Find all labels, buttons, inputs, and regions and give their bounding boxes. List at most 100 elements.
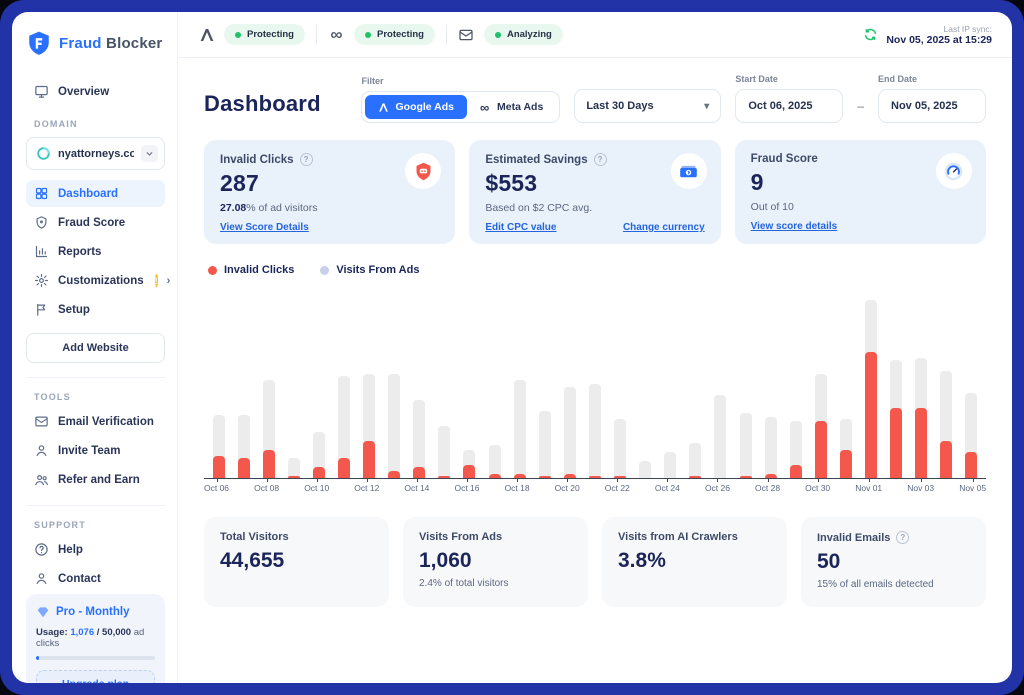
date-range-select[interactable]: Last 30 Days ▾ (574, 89, 722, 123)
sidebar-item-email-verification[interactable]: Email Verification (26, 408, 165, 435)
invalid-clicks-bar (338, 458, 351, 478)
brand-name-secondary: Blocker (106, 34, 163, 52)
chart-bar-oct-29[interactable] (783, 286, 808, 478)
chart-bar-oct-21[interactable] (582, 286, 607, 478)
invalid-clicks-bar (764, 473, 777, 478)
chart-bar-oct-15[interactable] (432, 286, 457, 478)
chart-bar-oct-07[interactable] (231, 286, 256, 478)
legend-dot-red (208, 265, 217, 275)
card-title: Invalid Clicks (220, 153, 294, 166)
sidebar-item-refer-and-earn[interactable]: Refer and Earn (26, 466, 165, 493)
chart-bar-oct-06[interactable] (206, 286, 231, 478)
chart-bar-oct-25[interactable] (683, 286, 708, 478)
chart-bar-nov-05[interactable] (959, 286, 984, 478)
x-axis-label (780, 483, 805, 493)
topbar: Protecting ∞ Protecting Analyzing Last IP s… (178, 12, 1012, 58)
chart-bar-oct-13[interactable] (382, 286, 407, 478)
summary-cards: Total Visitors 44,655 Visits From Ads 1,… (204, 517, 986, 607)
chart-bar-oct-16[interactable] (457, 286, 482, 478)
visits-bar (764, 417, 777, 478)
visits-bar (689, 443, 702, 478)
chart-bar-oct-12[interactable] (357, 286, 382, 478)
chart-bar-oct-19[interactable] (532, 286, 557, 478)
x-axis-label: Oct 14 (404, 478, 430, 493)
plan-card: Pro - Monthly Usage: 1,076 / 50,000 ad c… (26, 594, 165, 683)
chart-bar-oct-17[interactable] (482, 286, 507, 478)
edit-cpc-link[interactable]: Edit CPC value (485, 222, 557, 233)
x-axis-label (279, 483, 304, 493)
invalid-clicks-value: 287 (220, 170, 259, 196)
chart-bar-oct-22[interactable] (608, 286, 633, 478)
plan-name: Pro - Monthly (56, 606, 130, 618)
chart-bar-oct-30[interactable] (808, 286, 833, 478)
invalid-clicks-bar (463, 464, 476, 478)
change-currency-link[interactable]: Change currency (622, 222, 705, 233)
x-axis-label (882, 483, 907, 493)
sidebar-item-fraud-score[interactable]: Fraud Score (26, 209, 165, 236)
start-date-input[interactable]: Oct 06, 2025 (735, 89, 844, 123)
chart-bar-nov-03[interactable] (909, 286, 934, 478)
sidebar-item-customizations[interactable]: Customizations! › (26, 267, 170, 294)
end-date-input[interactable]: Nov 05, 2025 (878, 89, 986, 123)
chart-bar-oct-28[interactable] (758, 286, 783, 478)
x-axis-label (630, 483, 655, 493)
upgrade-plan-button[interactable]: Upgrade plan (36, 670, 155, 683)
x-axis-label (580, 483, 605, 493)
integration-status: Protecting (198, 24, 305, 45)
chart-bar-oct-10[interactable] (306, 286, 331, 478)
add-website-button[interactable]: Add Website (26, 333, 165, 363)
chart-bar-oct-08[interactable] (256, 286, 281, 478)
domain-selector-value: nyattorneys.com (58, 147, 134, 160)
view-score-details-link[interactable]: View score details (750, 221, 838, 232)
email-icon (34, 414, 49, 429)
help-icon[interactable] (299, 153, 313, 166)
chart-bar-oct-11[interactable] (331, 286, 356, 478)
sidebar-item-dashboard[interactable]: Dashboard (26, 180, 165, 207)
chart-legend: Invalid Clicks Visits From Ads (208, 264, 986, 276)
invalid-emails-value: 50 (817, 550, 841, 573)
ai-crawlers-value: 3.8% (618, 549, 666, 572)
fraud-blocker-logo-icon (29, 31, 49, 55)
visits-bar (388, 373, 401, 478)
x-axis-label: Oct 12 (354, 478, 380, 493)
x-axis-label: Oct 16 (454, 478, 480, 493)
chart-bar-nov-04[interactable] (934, 286, 959, 478)
x-axis-label (680, 483, 705, 493)
chart-bar-oct-14[interactable] (407, 286, 432, 478)
sidebar-item-contact[interactable]: Contact (26, 565, 165, 592)
sidebar-item-invite-team[interactable]: Invite Team (26, 437, 165, 464)
chart-bar-nov-01[interactable] (858, 286, 883, 478)
chart-bar-nov-02[interactable] (884, 286, 909, 478)
invalid-clicks-bar (538, 475, 551, 478)
filter-label: Filter (361, 76, 384, 86)
chart-bar-oct-20[interactable] (557, 286, 582, 478)
sidebar-item-reports[interactable]: Reports (26, 238, 165, 265)
chevron-down-icon (141, 145, 158, 162)
support-section-label: SUPPORT (34, 520, 86, 530)
chart-bar-oct-24[interactable] (658, 286, 683, 478)
start-date-label: Start Date (735, 74, 778, 84)
tab-google-ads[interactable]: Google Ads (365, 95, 468, 119)
chart-bar-oct-31[interactable] (833, 286, 858, 478)
chart-bar-oct-26[interactable] (708, 286, 733, 478)
card-title: Estimated Savings (485, 153, 588, 166)
chevron-right-icon: › (166, 274, 171, 287)
sidebar-item-overview[interactable]: Overview (26, 78, 165, 105)
divider (26, 377, 165, 378)
help-icon[interactable] (593, 153, 607, 166)
sidebar-item-setup[interactable]: Setup (26, 296, 165, 323)
gem-icon (37, 607, 49, 618)
visits-bar (639, 460, 652, 478)
chart-bar-oct-27[interactable] (733, 286, 758, 478)
invalid-clicks-bar (388, 471, 401, 478)
chart-bar-oct-23[interactable] (633, 286, 658, 478)
chart-bar-oct-18[interactable] (507, 286, 532, 478)
sidebar: Fraud Blocker Overview DOMAIN nyattorney… (12, 12, 178, 683)
view-score-details-link[interactable]: View Score Details (220, 222, 309, 233)
chart-bar-oct-09[interactable] (281, 286, 306, 478)
help-icon[interactable] (896, 531, 910, 544)
last-ip-sync: Last IP sync: Nov 05, 2025 at 15:29 (863, 24, 992, 46)
tab-meta-ads[interactable]: ∞ Meta Ads (480, 99, 544, 115)
sidebar-item-help[interactable]: Help (26, 536, 165, 563)
domain-selector[interactable]: nyattorneys.com (26, 137, 165, 170)
